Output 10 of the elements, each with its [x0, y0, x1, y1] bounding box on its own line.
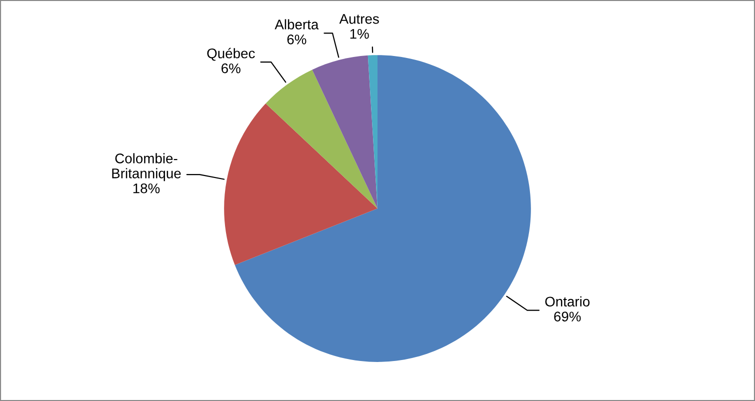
slice-label: Autres: [339, 14, 379, 24]
data-label: 6%: [287, 34, 306, 44]
slice-label: Ontario: [545, 296, 590, 307]
slice-label: Québec: [207, 48, 255, 61]
data-label: 6%: [222, 63, 240, 74]
data-label: 69%: [554, 312, 581, 322]
data-label: 18%: [133, 183, 160, 194]
data-label: 1%: [350, 29, 369, 39]
slice-label: Colombie- Britannique: [112, 153, 181, 182]
slice-label: Alberta: [274, 19, 319, 30]
